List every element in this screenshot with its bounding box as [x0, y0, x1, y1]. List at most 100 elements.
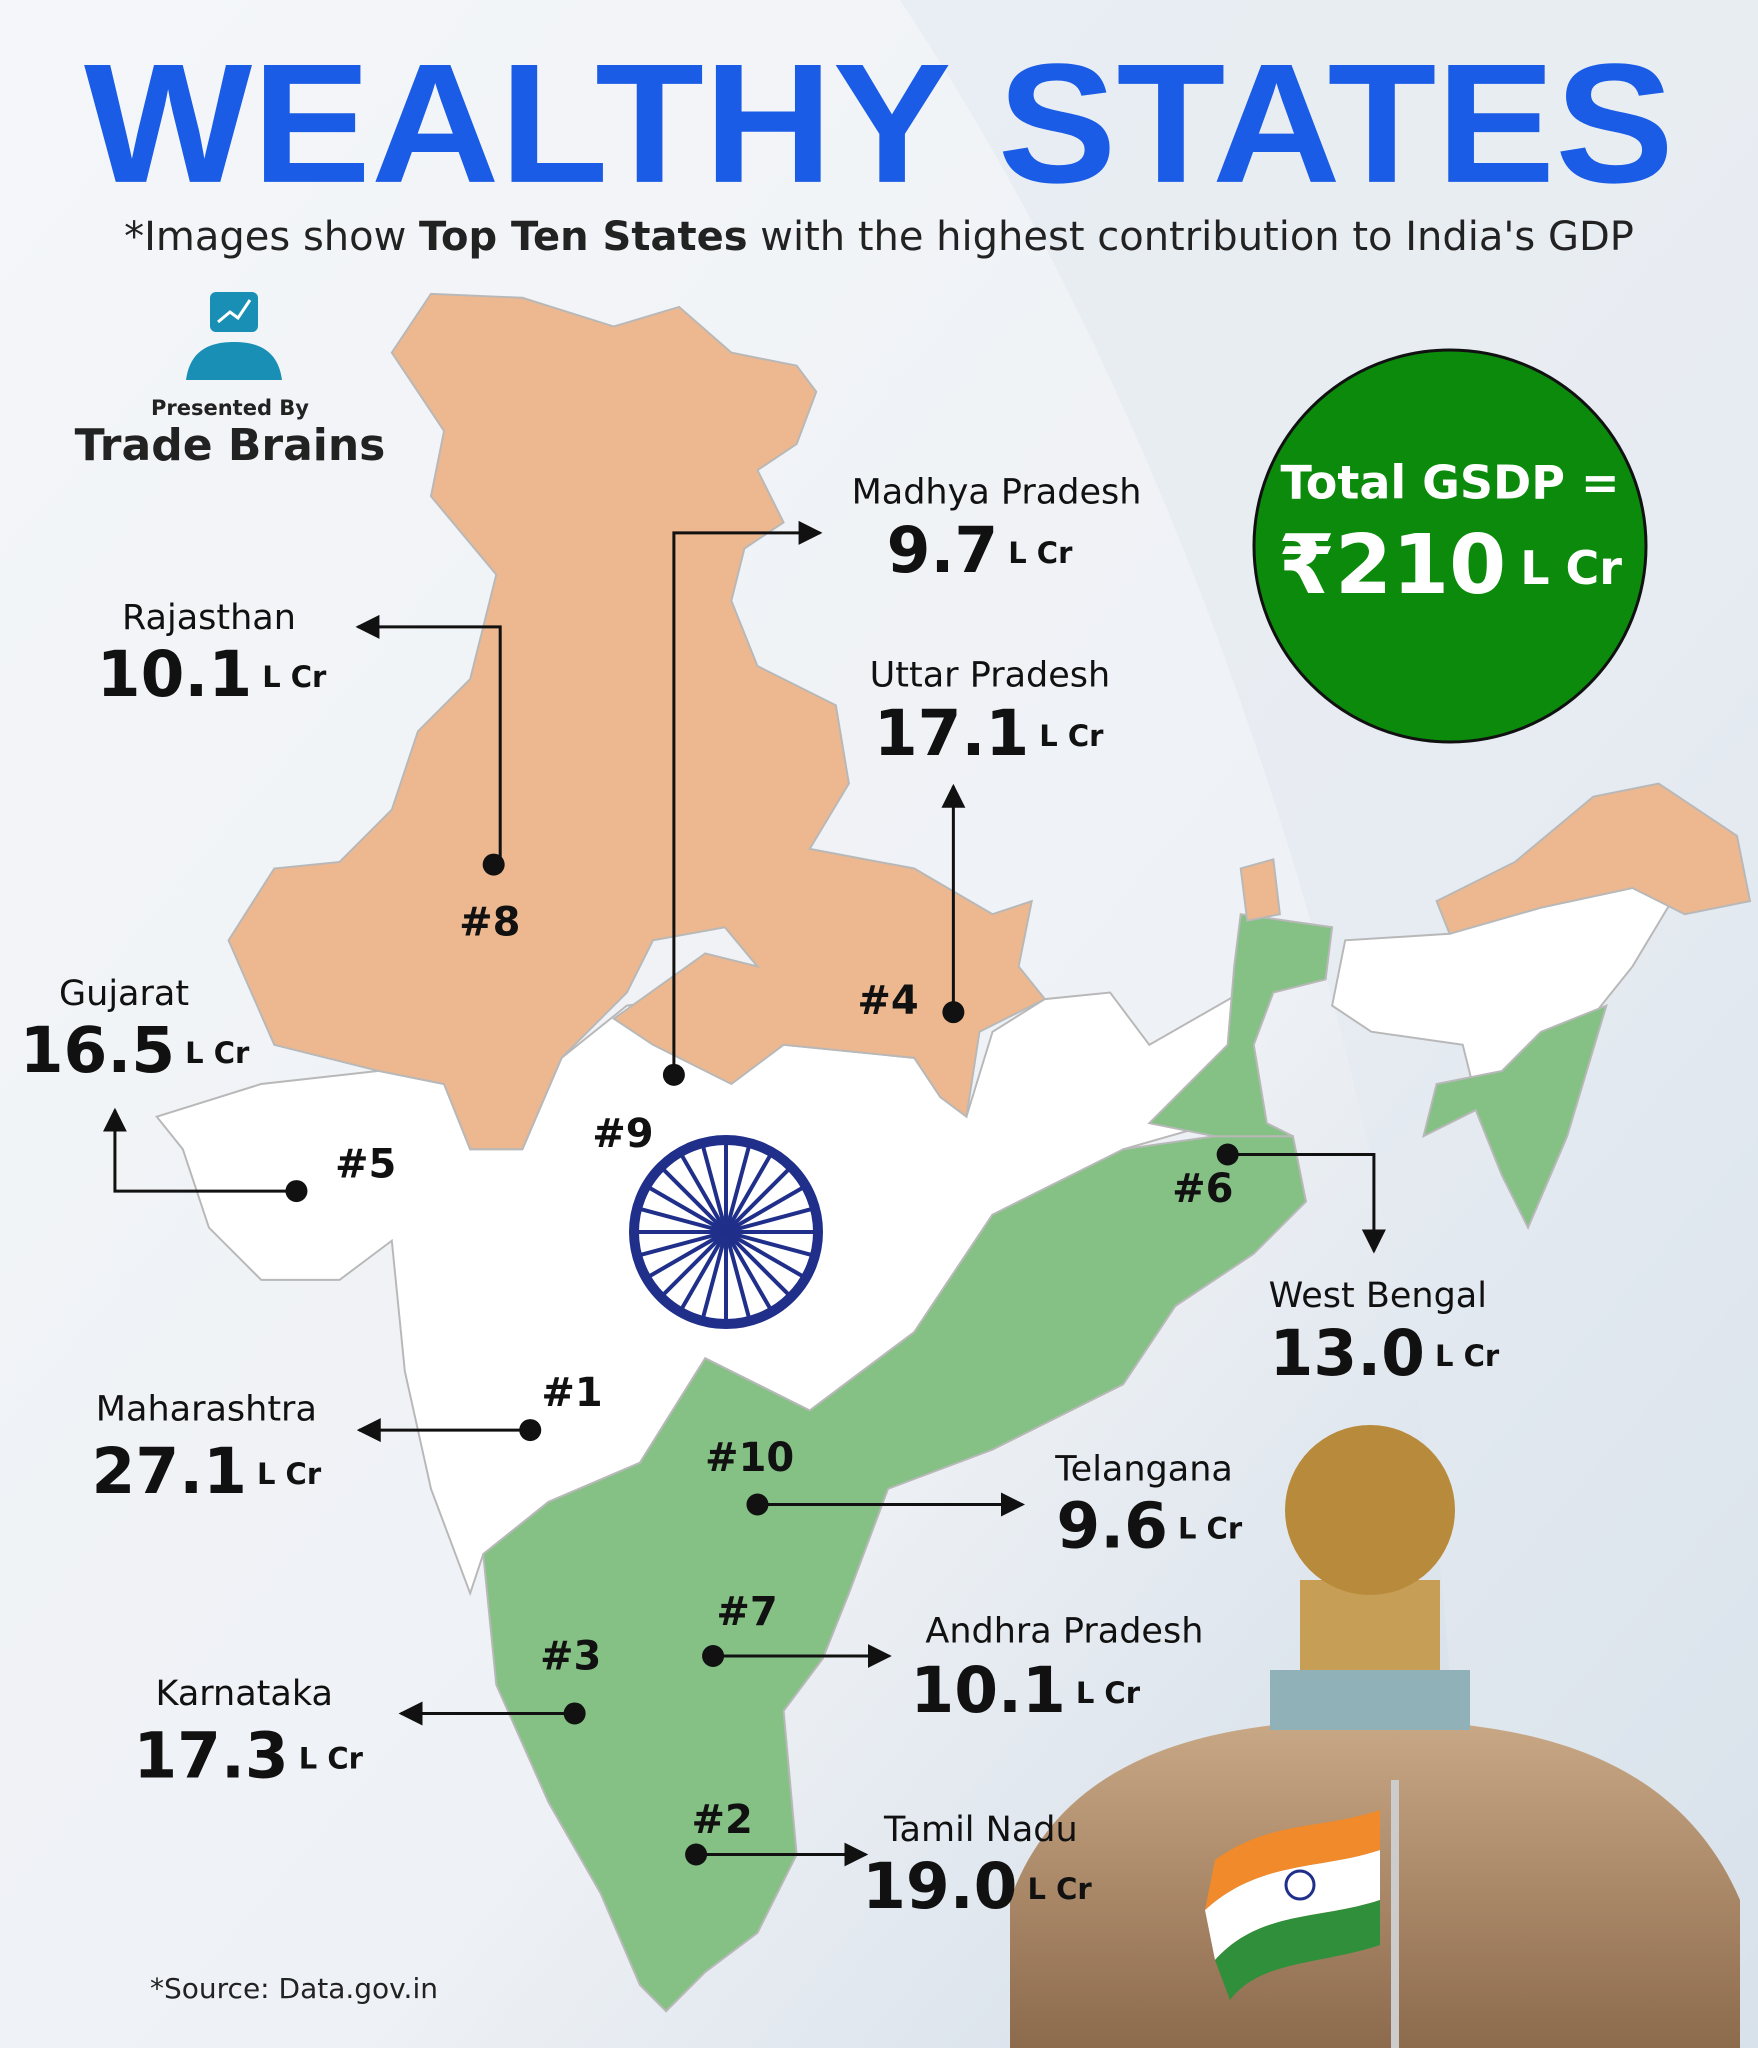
chakra-spoke: [640, 1207, 727, 1234]
chakra-spoke: [648, 1186, 727, 1234]
state-name: Karnataka: [155, 1674, 332, 1714]
chakra-spoke: [680, 1154, 728, 1234]
chakra-spoke: [662, 1230, 728, 1296]
state-unit: L Cr: [1178, 1512, 1243, 1546]
total-amount: ₹210: [1278, 518, 1506, 613]
subtitle-bold: Top Ten States: [419, 214, 748, 260]
state-value: 17.3 L Cr: [133, 1720, 363, 1793]
state-name: Maharashtra: [96, 1389, 317, 1429]
chakra-spoke: [724, 1230, 772, 1310]
state-unit: L Cr: [1435, 1339, 1500, 1373]
state-unit: L Cr: [1076, 1676, 1141, 1710]
chakra-spoke: [701, 1146, 728, 1233]
subtitle-text: with the highest contribution to India's…: [748, 214, 1634, 260]
state-amount: 10.1: [910, 1654, 1065, 1727]
total-unit: L Cr: [1520, 541, 1622, 595]
state-amount: 27.1: [92, 1435, 247, 1508]
state-name: Uttar Pradesh: [870, 656, 1111, 696]
chakra-spoke: [724, 1146, 751, 1233]
state-value: 19.0 L Cr: [862, 1850, 1092, 1923]
state-unit: L Cr: [185, 1036, 250, 1070]
logo: [186, 292, 282, 380]
subtitle-text: *Images show: [124, 214, 419, 260]
state-amount: 10.1: [97, 638, 252, 711]
state-name: Madhya Pradesh: [852, 473, 1142, 513]
state-rank: #8: [459, 900, 520, 946]
state-name: West Bengal: [1269, 1276, 1487, 1316]
state-rank: #3: [540, 1634, 601, 1680]
state-name: Rajasthan: [122, 598, 296, 638]
presenter-caption: Presented By: [151, 396, 309, 420]
state-name: Gujarat: [59, 974, 189, 1014]
chakra-spoke: [648, 1230, 727, 1278]
state-dot: [685, 1843, 708, 1866]
state-name: Andhra Pradesh: [925, 1612, 1203, 1652]
chakra-spoke: [724, 1230, 790, 1296]
title: WEALTHY STATES: [84, 29, 1674, 219]
chakra-spoke: [724, 1231, 751, 1318]
chakra-spoke: [724, 1154, 772, 1234]
state-value: 10.1 L Cr: [910, 1654, 1140, 1727]
total-value: ₹210 L Cr: [1278, 518, 1622, 613]
chakra-spoke: [680, 1230, 728, 1310]
chakra-spoke: [640, 1230, 727, 1257]
state-name: Tamil Nadu: [883, 1810, 1078, 1850]
chakra: [629, 1135, 823, 1329]
map-sikkim: [1239, 858, 1281, 922]
state-unit: L Cr: [1028, 1872, 1093, 1906]
state-rank: #6: [1172, 1166, 1233, 1212]
total-label: Total GSDP =: [1280, 456, 1619, 510]
chakra-spoke: [662, 1168, 728, 1234]
map-north: [227, 292, 1047, 1151]
state-value: 17.1 L Cr: [874, 697, 1104, 770]
state-dot: [563, 1702, 586, 1725]
state-amount: 9.6: [1056, 1490, 1168, 1563]
chakra-spoke: [725, 1207, 812, 1234]
state-dot: [285, 1180, 308, 1203]
total-badge: [1252, 348, 1648, 744]
state-amount: 13.0: [1270, 1317, 1425, 1390]
state-value: 9.6 L Cr: [1056, 1490, 1242, 1563]
state-dot: [482, 853, 505, 876]
state-unit: L Cr: [257, 1457, 322, 1491]
state-value: 16.5 L Cr: [20, 1014, 250, 1087]
source: *Source: Data.gov.in: [150, 1972, 438, 2005]
presenter-name: Trade Brains: [75, 420, 386, 471]
state-dot: [1216, 1143, 1239, 1166]
state-dot: [662, 1063, 685, 1086]
state-rank: #9: [592, 1111, 653, 1157]
chakra-spoke: [725, 1230, 812, 1257]
state-amount: 17.3: [133, 1720, 288, 1793]
state-amount: 9.7: [887, 514, 999, 587]
state-rank: #7: [716, 1589, 777, 1635]
state-value: 27.1 L Cr: [92, 1435, 322, 1508]
state-value: 10.1 L Cr: [97, 638, 327, 711]
emblem-photo: [1010, 1425, 1740, 2048]
chakra-spoke: [701, 1231, 728, 1318]
state-dot: [519, 1419, 542, 1442]
state-unit: L Cr: [299, 1741, 364, 1775]
state-rank: #2: [692, 1797, 753, 1843]
state-rank: #10: [705, 1435, 794, 1481]
state-unit: L Cr: [1039, 719, 1104, 753]
state-dot: [702, 1645, 725, 1668]
subtitle: *Images show Top Ten States with the hig…: [124, 214, 1634, 260]
chakra-spoke: [724, 1168, 790, 1234]
state-rank: #5: [335, 1141, 396, 1187]
state-unit: L Cr: [262, 660, 327, 694]
chakra-spoke: [724, 1186, 804, 1234]
state-dot: [746, 1493, 769, 1516]
state-rank: #1: [541, 1370, 602, 1416]
map-bengal: [1147, 913, 1334, 1138]
state-amount: 19.0: [862, 1850, 1017, 1923]
state-unit: L Cr: [1008, 536, 1073, 570]
state-value: 9.7 L Cr: [887, 514, 1073, 587]
state-name: Telangana: [1054, 1450, 1233, 1490]
map-arunachal: [1435, 782, 1752, 935]
leader-arrow: [1227, 1153, 1386, 1254]
map-south: [482, 1135, 1308, 2013]
leader-arrow: [102, 1107, 297, 1193]
map-northeast-south: [1422, 1003, 1608, 1230]
